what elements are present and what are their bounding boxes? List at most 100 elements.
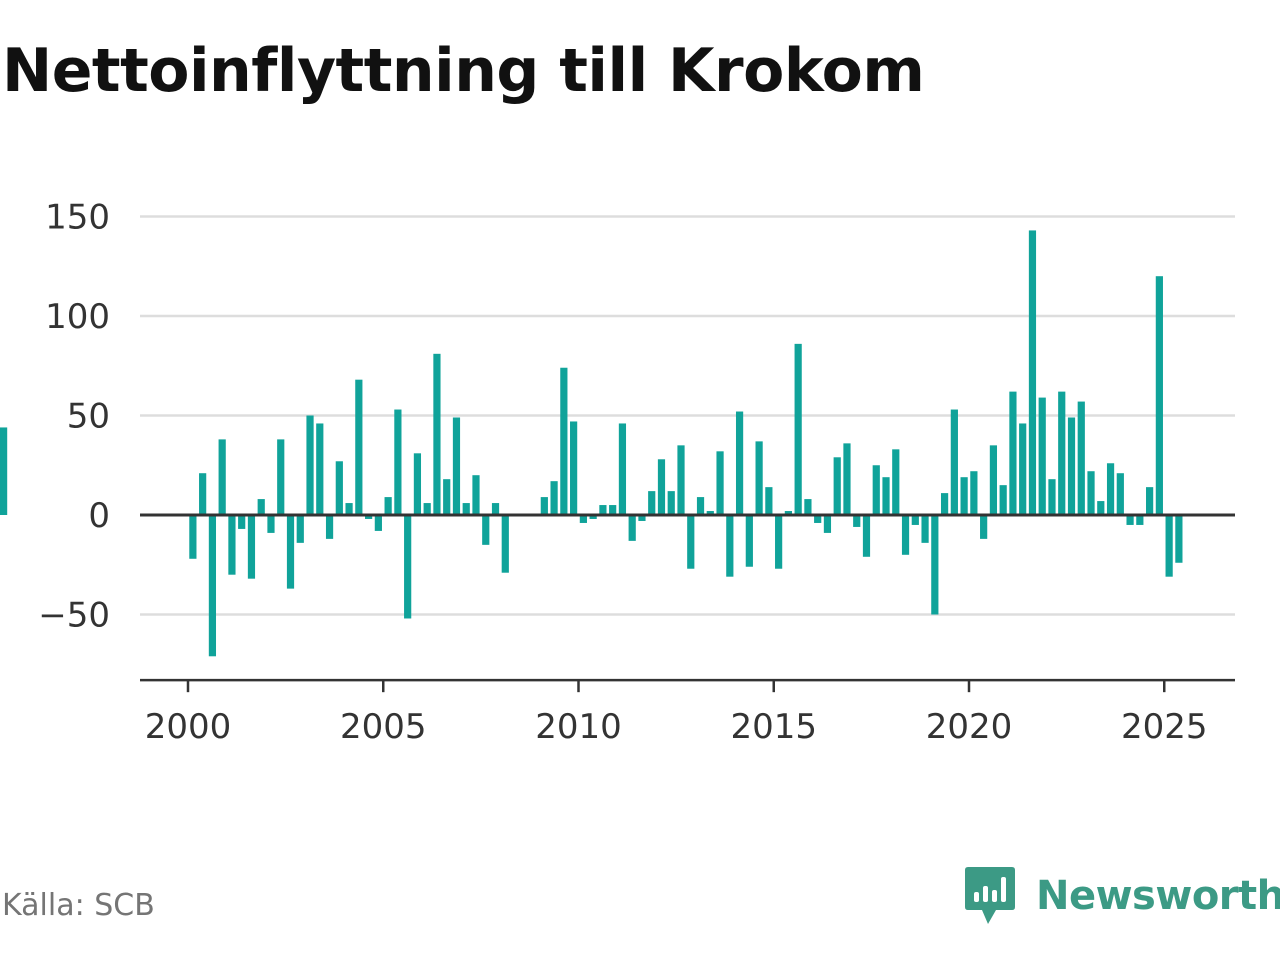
chart-title: Nettoinflyttning till Krokom (2, 36, 925, 106)
bar (1126, 515, 1134, 525)
bar (228, 515, 236, 575)
bar (1155, 276, 1163, 515)
bar (1077, 401, 1085, 515)
bar (667, 491, 675, 515)
bar (1019, 423, 1027, 515)
x-tick-label: 2000 (145, 707, 232, 747)
bar (862, 515, 871, 557)
brand-logo[interactable]: Newsworthy (964, 864, 1280, 928)
y-tick-label: 150 (45, 198, 110, 238)
bar (814, 515, 822, 523)
bar (940, 493, 949, 515)
bar (1067, 417, 1076, 515)
bar (882, 477, 890, 515)
bar-series (0, 230, 1183, 657)
bar (765, 487, 773, 515)
bar (501, 515, 509, 573)
bar (1087, 471, 1095, 515)
gridlines (140, 215, 1235, 616)
bar (794, 343, 802, 515)
bar (325, 515, 334, 539)
bar (286, 515, 295, 589)
bar (267, 515, 275, 533)
bar (872, 465, 880, 515)
bar (218, 439, 226, 515)
bar (628, 515, 636, 541)
bar (384, 497, 392, 515)
bar (433, 353, 441, 515)
bar (901, 515, 910, 555)
bar (960, 477, 968, 515)
bar (784, 511, 792, 515)
bar (452, 417, 461, 515)
bar (677, 445, 685, 515)
x-tick-label: 2025 (1121, 707, 1208, 747)
bar (735, 411, 744, 515)
y-tick-label: 100 (45, 297, 110, 337)
y-tick-label: 0 (88, 496, 110, 536)
bar (189, 515, 197, 559)
bar (208, 515, 217, 657)
x-tick-label: 2015 (730, 707, 817, 747)
bar (921, 515, 929, 543)
bar (579, 515, 587, 523)
bar (843, 443, 851, 515)
bar (394, 409, 402, 515)
bar (687, 515, 695, 569)
bar (335, 461, 343, 515)
bar (853, 515, 861, 527)
bar (365, 515, 373, 519)
bar (374, 515, 382, 531)
bar (247, 515, 256, 579)
source-note: Källa: SCB (2, 888, 155, 923)
bar (423, 503, 431, 515)
bar (277, 439, 285, 515)
bar (589, 515, 597, 519)
x-axis (140, 513, 1235, 693)
bar (570, 421, 578, 515)
x-tick-label: 2010 (535, 707, 622, 747)
tick-labels: 2000 2005 2010 2015 2020 2025 −50 0 50 100 150 (38, 198, 1207, 748)
bar (755, 441, 763, 515)
bar (257, 499, 265, 515)
bar (1097, 501, 1105, 515)
bar (1116, 473, 1124, 515)
bar (1009, 391, 1017, 515)
bar (648, 491, 656, 515)
bar (1038, 397, 1046, 515)
bar (1048, 479, 1056, 515)
y-tick-label: 50 (67, 397, 110, 437)
bar (892, 449, 900, 515)
bar (696, 497, 705, 515)
bar (1136, 515, 1144, 525)
bar (413, 453, 422, 515)
newsworthy-logo-icon (965, 867, 1015, 924)
bar (550, 481, 558, 515)
bar (657, 459, 666, 515)
bar (911, 515, 919, 525)
bar (599, 505, 607, 515)
bar (716, 451, 724, 515)
bar (560, 367, 568, 515)
bar (726, 515, 734, 577)
x-tick-label: 2005 (340, 707, 427, 747)
y-tick-label: −50 (38, 596, 110, 636)
bar (970, 471, 978, 515)
x-tick-label: 2020 (926, 707, 1013, 747)
bar (745, 515, 753, 567)
bar (345, 503, 353, 515)
bar (804, 499, 812, 515)
bar (775, 515, 783, 569)
bar (706, 511, 714, 515)
bar (638, 515, 646, 521)
bar (1106, 463, 1115, 515)
bar (316, 423, 324, 515)
bar (609, 505, 617, 515)
bar (306, 415, 314, 515)
bar (238, 515, 246, 529)
bar (355, 379, 363, 515)
bar (999, 485, 1007, 515)
bar (462, 503, 470, 515)
bar (823, 515, 832, 533)
